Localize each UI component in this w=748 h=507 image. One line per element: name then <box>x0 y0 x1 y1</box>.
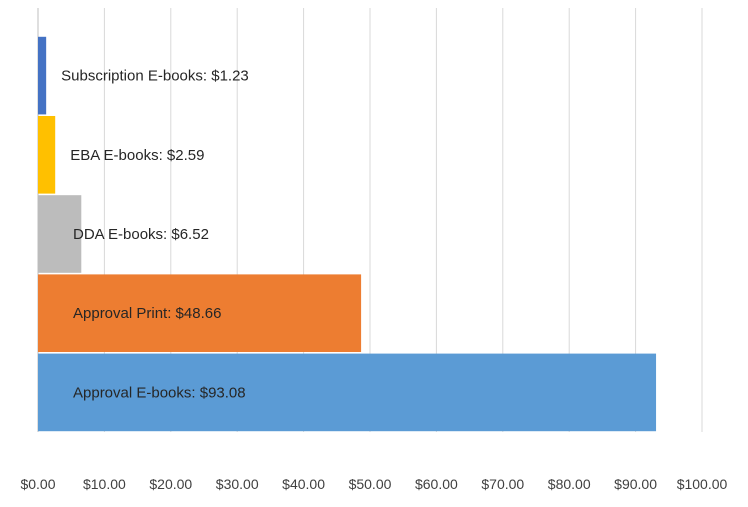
x-tick-label: $20.00 <box>149 476 192 492</box>
bar-subscription-e-books <box>38 36 47 115</box>
x-tick-label: $40.00 <box>282 476 325 492</box>
bars <box>38 36 657 432</box>
x-tick-label: $80.00 <box>548 476 591 492</box>
x-tick-label: $70.00 <box>481 476 524 492</box>
bar-approval-print <box>38 274 362 353</box>
data-label: Approval Print: $48.66 <box>73 305 221 322</box>
data-label: Approval E-books: $93.08 <box>73 384 246 401</box>
data-label: EBA E-books: $2.59 <box>70 147 204 164</box>
x-tick-label: $60.00 <box>415 476 458 492</box>
x-tick-label: $90.00 <box>614 476 657 492</box>
bar-approval-e-books <box>38 353 657 432</box>
data-label: DDA E-books: $6.52 <box>73 226 209 243</box>
x-tick-label: $100.00 <box>677 476 728 492</box>
x-tick-label: $30.00 <box>216 476 259 492</box>
bar-dda-e-books <box>38 195 82 273</box>
data-labels: Approval E-books: $93.08 Approval Print: … <box>61 68 249 402</box>
x-tick-label: $10.00 <box>83 476 126 492</box>
bar-eba-e-books <box>38 115 56 194</box>
x-axis-ticks: $0.00 $10.00 $20.00 $30.00 $40.00 $50.00 $60.0… <box>20 476 727 492</box>
data-label: Subscription E-books: $1.23 <box>61 68 249 85</box>
x-tick-label: $0.00 <box>20 476 55 492</box>
x-tick-label: $50.00 <box>349 476 392 492</box>
